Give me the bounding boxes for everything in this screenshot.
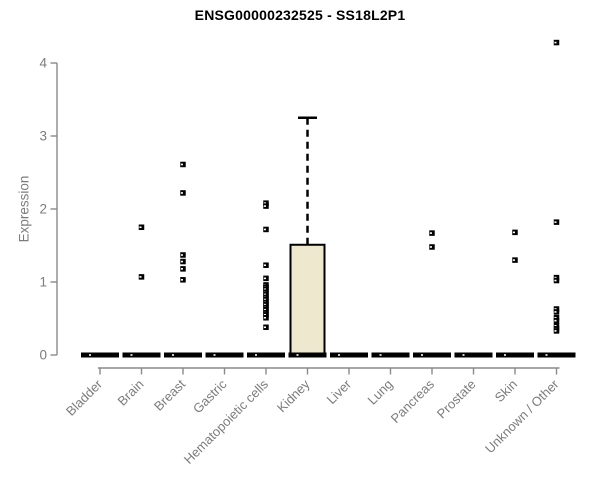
outlier-point-center bbox=[554, 276, 557, 279]
outlier-point-center bbox=[554, 319, 557, 322]
outlier-point-center bbox=[180, 192, 183, 194]
outlier-point-center bbox=[429, 246, 432, 248]
median-bar-notch bbox=[338, 354, 340, 356]
outlier-point-center bbox=[263, 303, 266, 306]
median-bar-notch bbox=[130, 354, 133, 356]
median-bar-notch bbox=[172, 354, 174, 356]
y-axis-tick-label: 1 bbox=[39, 275, 47, 290]
median-bar-notch bbox=[504, 354, 506, 356]
median-bar-notch bbox=[379, 354, 382, 356]
outlier-point-center bbox=[180, 279, 183, 281]
box-kidney bbox=[289, 243, 326, 357]
y-axis-tick-label: 0 bbox=[39, 348, 47, 363]
outlier-point-center bbox=[263, 288, 266, 291]
outlier-point-center bbox=[554, 221, 557, 223]
outlier-point-center bbox=[263, 298, 266, 301]
y-axis-tick-label: 3 bbox=[39, 129, 47, 144]
y-axis-tick-label: 2 bbox=[39, 202, 47, 217]
median-bar-notch bbox=[255, 354, 257, 356]
outlier-point-center bbox=[139, 226, 142, 229]
median-bar-pancreas bbox=[413, 352, 451, 358]
outlier-point-center bbox=[263, 293, 266, 296]
outlier-point-center bbox=[263, 314, 266, 316]
median-bar-notch bbox=[421, 354, 423, 356]
median-bar-breast bbox=[164, 352, 202, 358]
outlier-point-center bbox=[554, 330, 557, 332]
outlier-point-center bbox=[263, 205, 266, 207]
x-axis-label-gastric: Gastric bbox=[190, 376, 230, 416]
x-axis-label-kidney: Kidney bbox=[274, 376, 313, 415]
median-bar-gastric bbox=[205, 352, 244, 358]
outlier-point-center bbox=[263, 316, 266, 319]
median-bar-notch bbox=[213, 354, 216, 356]
median-bar-notch bbox=[296, 354, 299, 356]
median-bar-notch bbox=[545, 354, 548, 356]
outlier-point-center bbox=[263, 202, 266, 204]
x-axis-label-unknown-other: Unknown / Other bbox=[482, 376, 562, 456]
x-axis-label-prostate: Prostate bbox=[434, 377, 479, 422]
outlier-point-center bbox=[180, 163, 183, 166]
outlier-point-center bbox=[554, 311, 557, 313]
y-axis-tick-label: 4 bbox=[39, 56, 47, 71]
outlier-point-center bbox=[180, 260, 183, 263]
median-bar-bladder bbox=[81, 352, 119, 358]
outlier-point-center bbox=[554, 308, 557, 310]
outlier-point-center bbox=[263, 264, 266, 267]
x-axis-label-liver: Liver bbox=[324, 376, 355, 407]
outlier-point-center bbox=[263, 308, 266, 311]
median-bar-liver bbox=[330, 352, 368, 358]
outlier-point-center bbox=[263, 228, 266, 231]
median-bar-notch bbox=[462, 354, 465, 356]
median-bar-prostate bbox=[454, 352, 493, 358]
x-axis-label-breast: Breast bbox=[151, 376, 188, 413]
median-bar-kidney bbox=[288, 352, 327, 358]
median-bar-unknown-other bbox=[537, 352, 576, 358]
outlier-point-center bbox=[429, 232, 432, 234]
outlier-point-center bbox=[512, 231, 515, 234]
x-axis-label-pancreas: Pancreas bbox=[388, 376, 438, 426]
outlier-point-center bbox=[554, 316, 557, 319]
chart-title: ENSG00000232525 - SS18L2P1 bbox=[194, 7, 406, 23]
x-axis-label-brain: Brain bbox=[115, 377, 147, 409]
median-bar-brain bbox=[122, 352, 161, 358]
outlier-point-center bbox=[180, 254, 183, 256]
outlier-point-center bbox=[554, 41, 557, 44]
outlier-point-center bbox=[512, 259, 515, 261]
outlier-point-center bbox=[554, 279, 557, 282]
outlier-point-center bbox=[180, 268, 183, 270]
median-bar-hematopoietic-cells bbox=[247, 352, 285, 358]
median-bar-lung bbox=[371, 352, 410, 358]
x-axis-label-bladder: Bladder bbox=[63, 376, 106, 419]
outlier-point-center bbox=[139, 276, 142, 278]
outlier-point-center bbox=[263, 326, 266, 329]
outlier-point-center bbox=[263, 277, 266, 280]
x-axis-label-skin: Skin bbox=[492, 377, 520, 405]
median-bar-notch bbox=[89, 354, 91, 356]
x-axis-label-lung: Lung bbox=[365, 377, 396, 408]
median-bar-skin bbox=[496, 352, 534, 358]
outlier-point-center bbox=[554, 325, 557, 327]
